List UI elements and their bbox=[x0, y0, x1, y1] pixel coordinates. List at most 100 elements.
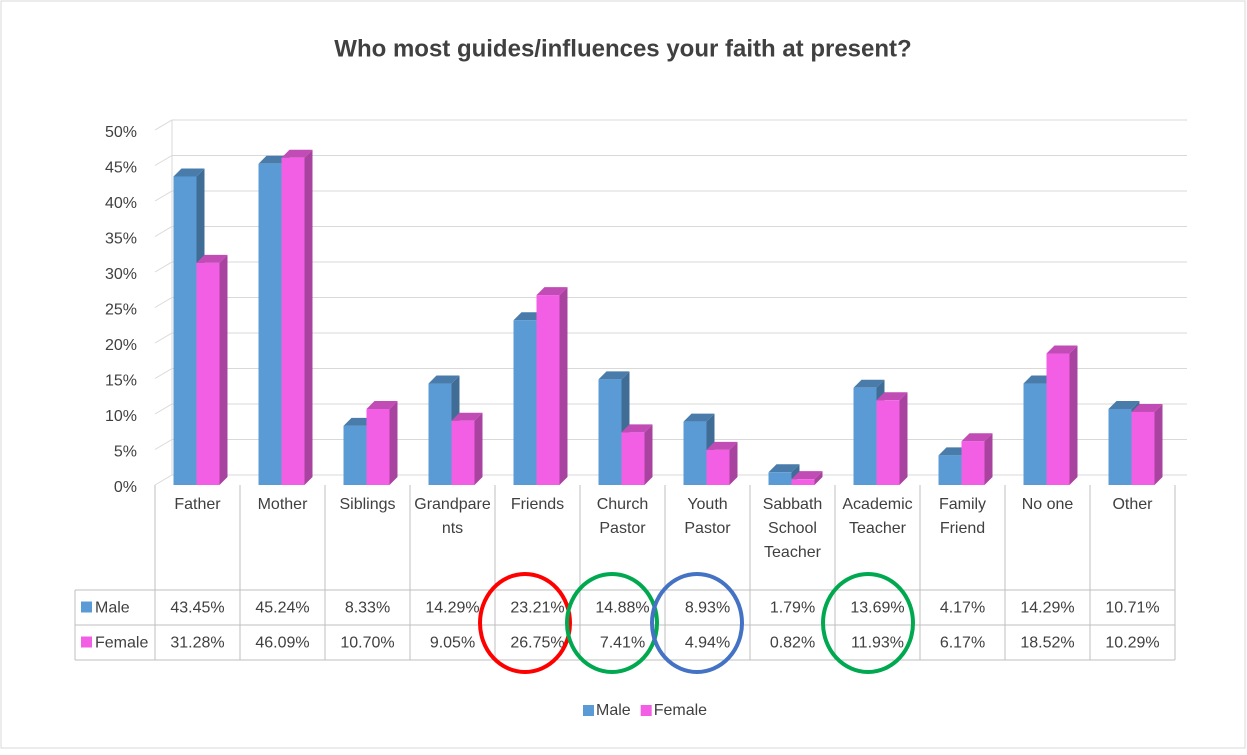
category-cell: Academic Teacher bbox=[842, 496, 913, 537]
y-tick-label: 30% bbox=[105, 266, 137, 283]
series-label: Female bbox=[95, 635, 148, 652]
value-label: 10.29% bbox=[1105, 635, 1159, 652]
y-tick-label: 20% bbox=[105, 337, 137, 354]
y-tick-label: 10% bbox=[105, 408, 137, 425]
legend-key bbox=[583, 705, 594, 716]
bar bbox=[1131, 411, 1155, 485]
x-tick-label: Father bbox=[174, 496, 221, 513]
bar bbox=[343, 425, 367, 485]
bar-side bbox=[644, 424, 653, 485]
bar bbox=[196, 262, 220, 485]
x-tick-label: Friends bbox=[510, 496, 565, 513]
bar bbox=[853, 387, 877, 485]
value-label: 14.88% bbox=[595, 600, 649, 617]
value-label: 10.70% bbox=[340, 635, 394, 652]
chart-title: Who most guides/influences your faith at… bbox=[334, 35, 911, 62]
value-label: 13.69% bbox=[850, 600, 904, 617]
value-label: 45.24% bbox=[255, 600, 309, 617]
bar bbox=[621, 432, 645, 485]
bar-top bbox=[961, 433, 993, 442]
bar bbox=[961, 441, 985, 485]
bar-top bbox=[451, 412, 483, 421]
bar-top bbox=[621, 424, 653, 433]
bar-side bbox=[304, 149, 313, 486]
bar bbox=[536, 295, 560, 485]
legend-key bbox=[81, 601, 92, 613]
bar-top bbox=[1131, 403, 1163, 412]
y-tick-label: 40% bbox=[105, 195, 137, 212]
value-label: 8.33% bbox=[345, 600, 390, 617]
bar-top bbox=[706, 441, 738, 450]
y-tick-label: 15% bbox=[105, 373, 137, 390]
annotations bbox=[478, 572, 915, 674]
bar-side bbox=[729, 441, 738, 485]
value-label: 8.93% bbox=[685, 600, 730, 617]
bar-top bbox=[683, 413, 715, 422]
bar-side bbox=[984, 433, 993, 485]
annotation-circle bbox=[478, 572, 572, 674]
annotation-circle bbox=[565, 572, 659, 674]
bar bbox=[706, 449, 730, 485]
legend-label: Male bbox=[596, 702, 631, 719]
bar bbox=[876, 400, 900, 485]
x-tick-label: Other bbox=[1112, 496, 1153, 513]
y-tick-label: 45% bbox=[105, 160, 137, 177]
series-label: Male bbox=[95, 600, 130, 617]
x-tick-label: Siblings bbox=[339, 496, 396, 513]
category-cell: Grandparents bbox=[414, 496, 491, 537]
legend-key bbox=[81, 636, 92, 648]
value-label: 4.94% bbox=[685, 635, 730, 652]
bar-top bbox=[366, 401, 398, 410]
bar bbox=[281, 157, 305, 486]
value-label: 0.82% bbox=[770, 635, 815, 652]
bar-side bbox=[814, 471, 823, 485]
y-tick-label: 50% bbox=[105, 124, 137, 141]
bar bbox=[768, 472, 792, 485]
bar-top bbox=[281, 149, 313, 158]
x-tick-label: Family Friend bbox=[938, 496, 987, 537]
value-label: 46.09% bbox=[255, 635, 309, 652]
bar-top bbox=[598, 371, 630, 380]
bar-side bbox=[899, 392, 908, 485]
x-tick-label: Mother bbox=[257, 496, 308, 513]
category-cell: Family Friend bbox=[938, 496, 987, 537]
category-cell: Father bbox=[174, 496, 221, 513]
annotation-circle bbox=[821, 572, 915, 674]
value-label: 14.29% bbox=[425, 600, 479, 617]
bar-side bbox=[1069, 345, 1078, 485]
category-cell: Sabbath School Teacher bbox=[762, 496, 823, 561]
bar-side bbox=[389, 401, 398, 485]
bar bbox=[428, 383, 452, 485]
value-label: 1.79% bbox=[770, 600, 815, 617]
category-cell: Siblings bbox=[339, 496, 396, 513]
bar bbox=[938, 455, 962, 485]
bar bbox=[683, 421, 707, 485]
bar-top bbox=[853, 379, 885, 388]
bar bbox=[258, 163, 282, 485]
bar-side bbox=[559, 287, 568, 485]
value-label: 10.71% bbox=[1105, 600, 1159, 617]
bar-top bbox=[876, 392, 908, 401]
category-cell: Friends bbox=[510, 496, 565, 513]
x-tick-label: Sabbath School Teacher bbox=[762, 496, 823, 561]
bar-top bbox=[791, 471, 823, 480]
y-tick-label: 5% bbox=[114, 444, 137, 461]
value-label: 4.17% bbox=[940, 600, 985, 617]
y-tick-label: 0% bbox=[114, 479, 137, 496]
bar-top bbox=[768, 464, 800, 473]
category-cell: Church Pastor bbox=[597, 496, 649, 537]
bar bbox=[173, 176, 197, 485]
bar-top bbox=[1108, 400, 1140, 409]
y-tick-label: 35% bbox=[105, 231, 137, 248]
legend-label: Female bbox=[654, 702, 707, 719]
legend-key bbox=[640, 705, 652, 716]
bar bbox=[1023, 383, 1047, 485]
x-tick-label: Academic Teacher bbox=[842, 496, 913, 537]
bar bbox=[791, 479, 815, 485]
bar-side bbox=[474, 412, 483, 485]
bar bbox=[1046, 353, 1070, 485]
bar-side bbox=[1154, 403, 1163, 485]
category-cell: Other bbox=[1112, 496, 1153, 513]
x-tick-label: No one bbox=[1021, 496, 1074, 513]
value-label: 6.17% bbox=[940, 635, 985, 652]
